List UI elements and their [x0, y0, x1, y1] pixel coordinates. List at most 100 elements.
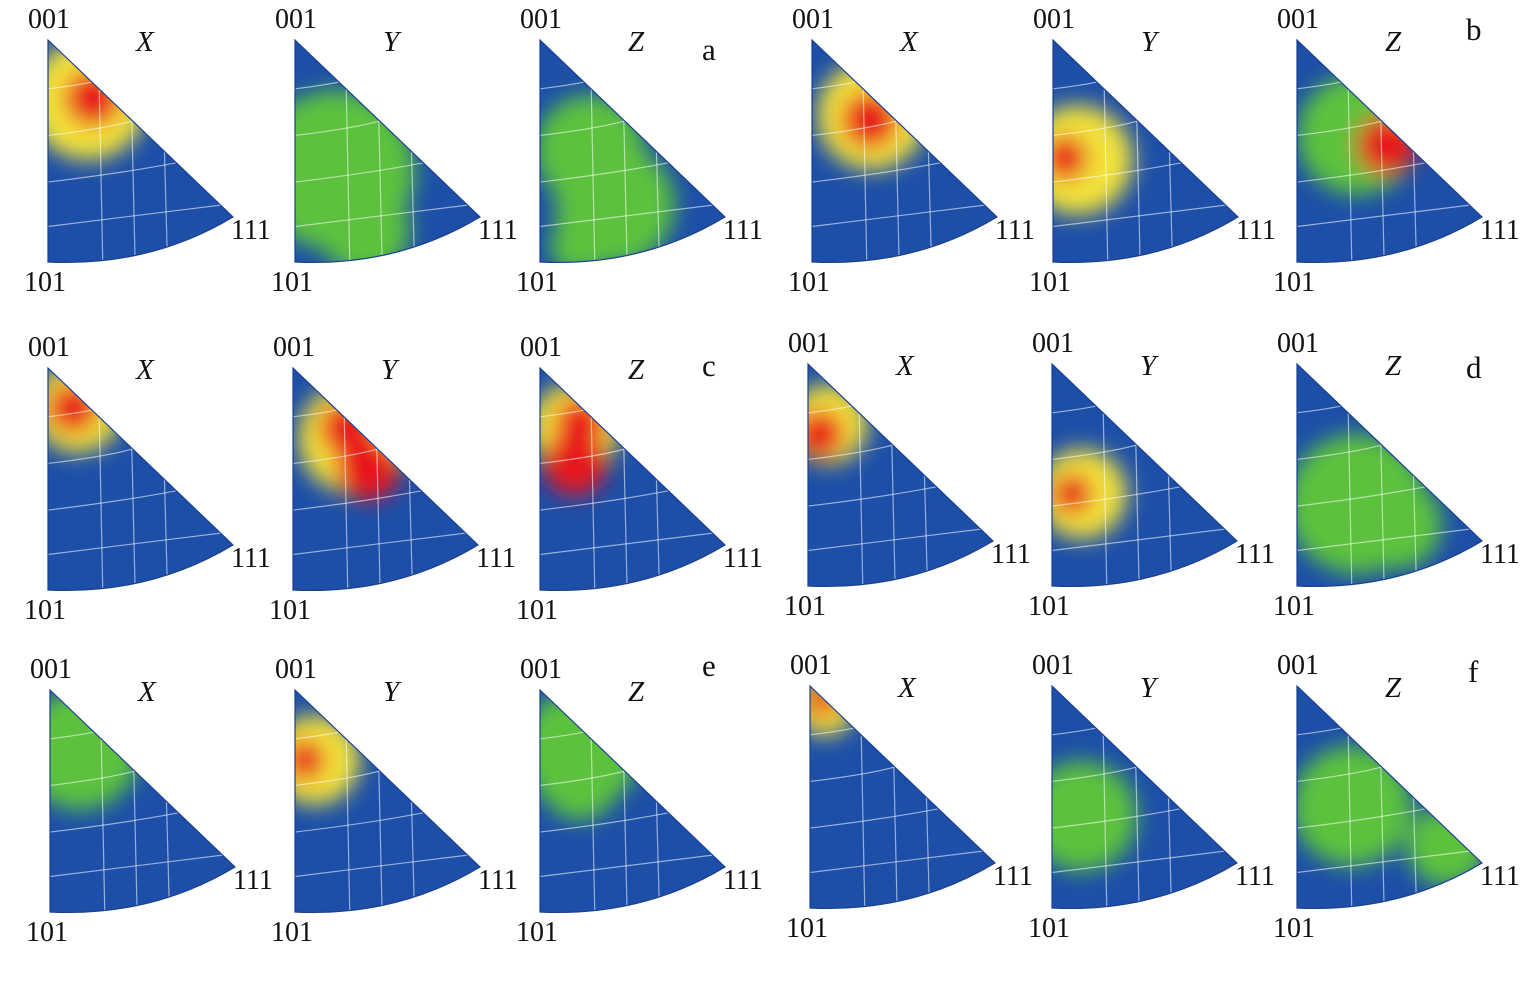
ipf-panel-c-z: 001 101 111 Z [516, 334, 790, 668]
corner-label-001: 001 [30, 654, 72, 685]
triangle-outline [811, 38, 998, 264]
corner-label-001: 001 [790, 650, 832, 681]
corner-label-101: 101 [269, 595, 311, 626]
corner-label-111: 111 [1236, 215, 1276, 246]
triangle-outline [294, 38, 481, 264]
inverse-pole-figure-triangle [47, 366, 234, 592]
corner-label-101: 101 [788, 267, 830, 298]
ipf-panel-f-x: 001 101 111 X [786, 652, 1060, 986]
inverse-pole-figure-triangle [294, 38, 481, 264]
inverse-pole-figure-triangle [539, 38, 726, 264]
corner-label-001: 001 [1277, 650, 1319, 681]
triangle-outline [49, 688, 236, 914]
inverse-pole-figure-triangle [1052, 38, 1239, 264]
triangle-outline [292, 366, 479, 592]
intensity-background [810, 686, 995, 909]
corner-label-101: 101 [1273, 267, 1315, 298]
corner-label-111: 111 [1480, 215, 1520, 246]
ipf-panel-d-y: 001 101 111 Y [1028, 330, 1302, 664]
inverse-pole-figure-triangle [292, 366, 479, 592]
group-letter-f: f [1468, 654, 1479, 689]
triangle-outline [1296, 362, 1483, 588]
corner-label-101: 101 [516, 917, 558, 948]
corner-label-101: 101 [786, 913, 828, 944]
group-letter-b: b [1466, 12, 1482, 47]
corner-label-101: 101 [271, 917, 313, 948]
corner-label-001: 001 [1032, 328, 1074, 359]
corner-label-111: 111 [723, 865, 763, 896]
ipf-panel-e-z: 001 101 111 Z [516, 656, 790, 990]
corner-label-101: 101 [1028, 591, 1070, 622]
corner-label-111: 111 [991, 539, 1031, 570]
sample-axis-label: X [136, 26, 154, 58]
ipf-grid [540, 66, 718, 263]
corner-label-101: 101 [1029, 267, 1071, 298]
inverse-pole-figure-triangle [539, 688, 726, 914]
intensity-hotspot [810, 686, 838, 717]
corner-label-101: 101 [1273, 591, 1315, 622]
sample-axis-label: Y [1140, 672, 1157, 704]
sample-axis-label: Z [1385, 350, 1402, 382]
inverse-pole-figure-triangle [1296, 362, 1483, 588]
ipf-panel-d-z: 001 101 111 Z [1273, 330, 1535, 664]
sample-axis-label: X [900, 26, 918, 58]
corner-label-111: 111 [231, 543, 271, 574]
intensity-hotspot [1297, 746, 1412, 866]
corner-label-001: 001 [1033, 4, 1075, 35]
inverse-pole-figure-triangle [49, 688, 236, 914]
corner-label-101: 101 [784, 591, 826, 622]
inverse-pole-figure-triangle [1296, 684, 1483, 910]
sample-axis-label: Y [381, 354, 398, 386]
sample-axis-label: Y [383, 676, 400, 708]
corner-label-101: 101 [26, 917, 68, 948]
corner-label-001: 001 [792, 4, 834, 35]
corner-label-111: 111 [476, 543, 516, 574]
triangle-outline [1296, 684, 1483, 910]
corner-label-001: 001 [1032, 650, 1074, 681]
ipf-panel-f-y: 001 101 111 Y [1028, 652, 1302, 986]
intensity-hotspot [320, 185, 410, 263]
triangle-outline [1051, 362, 1238, 588]
inverse-pole-figure-triangle [1296, 38, 1483, 264]
sample-axis-label: Y [1140, 350, 1157, 382]
intensity-hotspot [1297, 75, 1417, 195]
sample-axis-label: X [136, 354, 154, 386]
triangle-outline [807, 362, 994, 588]
corner-label-111: 111 [723, 215, 763, 246]
intensity-hotspot [50, 690, 140, 810]
ipf-panel-d-x: 001 101 111 X [784, 330, 1058, 664]
intensity-hotspot [808, 410, 844, 458]
corner-label-111: 111 [1480, 539, 1520, 570]
sample-axis-label: Z [628, 354, 645, 386]
triangle-outline [539, 688, 726, 914]
corner-label-111: 111 [1235, 861, 1275, 892]
ipf-panel-a-z: 001 101 111 Z [516, 6, 790, 340]
inverse-pole-figure-triangle [809, 684, 996, 910]
sample-axis-label: Y [1141, 26, 1158, 58]
ipf-panel-e-y: 001 101 111 Y [271, 656, 545, 990]
intensity-hotspot [1052, 761, 1137, 871]
group-letter-e: e [702, 648, 716, 683]
corner-label-101: 101 [24, 595, 66, 626]
corner-label-111: 111 [1480, 861, 1520, 892]
sample-axis-label: Z [1385, 672, 1402, 704]
intensity-hotspot [320, 400, 376, 456]
corner-label-001: 001 [28, 4, 70, 35]
inverse-pole-figure-triangle [539, 366, 726, 592]
corner-label-111: 111 [993, 861, 1033, 892]
triangle-outline [539, 366, 726, 592]
intensity-hotspot [543, 431, 607, 495]
triangle-outline [47, 38, 234, 264]
corner-label-101: 101 [1028, 913, 1070, 944]
inverse-pole-figure-triangle [811, 38, 998, 264]
triangle-outline [294, 688, 481, 914]
triangle-outline [1052, 38, 1239, 264]
triangle-outline [47, 366, 234, 592]
ipf-panel-b-x: 001 101 111 X [788, 6, 1062, 340]
corner-label-001: 001 [520, 332, 562, 363]
corner-label-101: 101 [271, 267, 313, 298]
sample-axis-label: Y [383, 26, 400, 58]
sample-axis-label: Z [628, 26, 645, 58]
ipf-panel-a-x: 001 101 111 X [24, 6, 298, 340]
corner-label-001: 001 [273, 332, 315, 363]
